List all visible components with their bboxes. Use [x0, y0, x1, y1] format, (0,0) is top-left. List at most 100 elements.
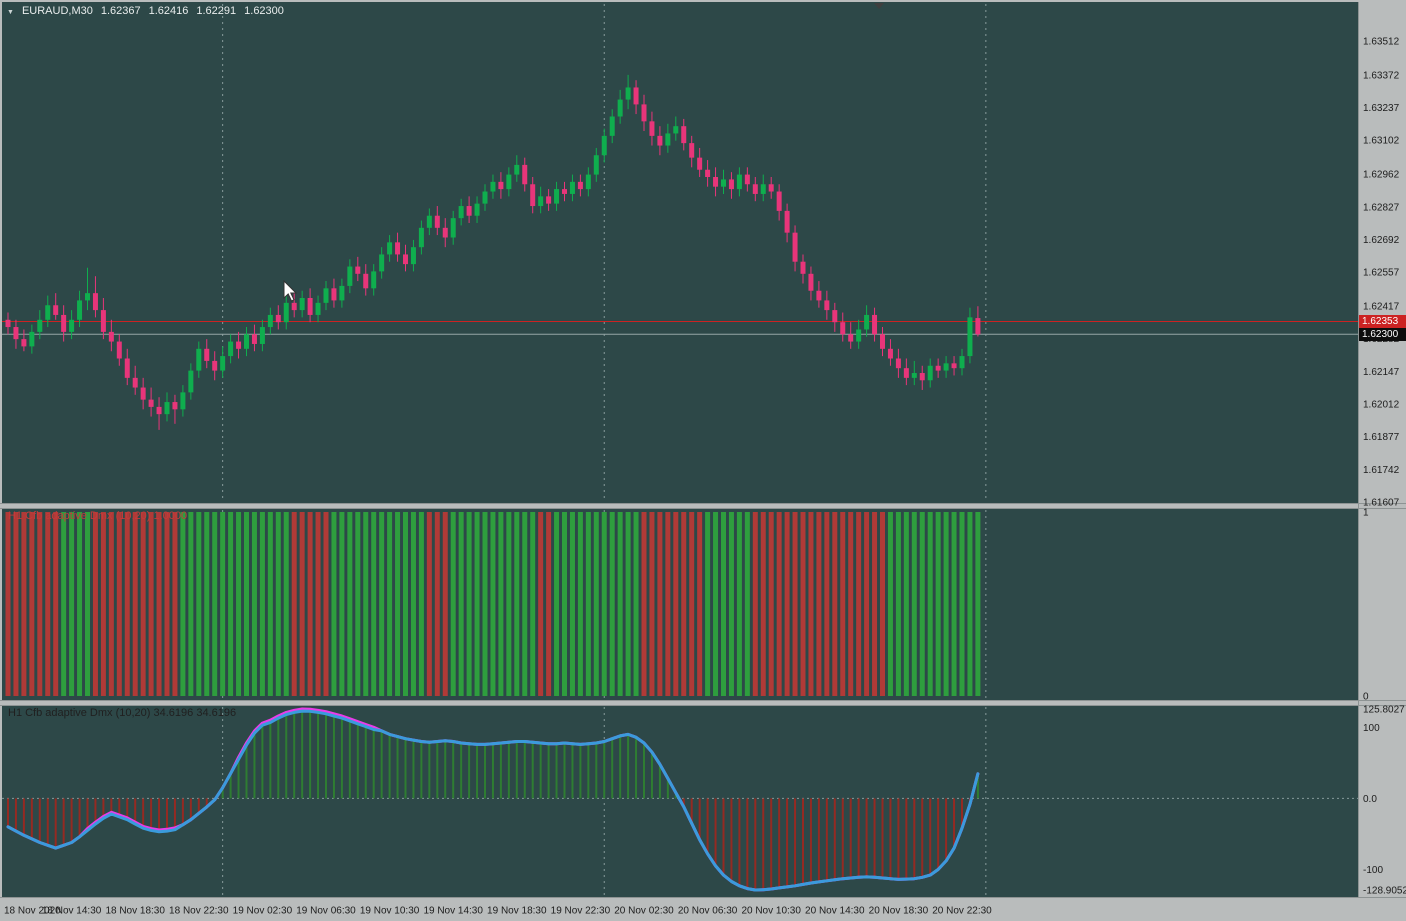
price-axis-label: 1.63372	[1363, 70, 1400, 81]
candle-body	[824, 300, 830, 311]
state-bar	[363, 512, 369, 696]
candle-body	[490, 181, 496, 192]
time-axis-label: 18 Nov 18:30	[105, 906, 165, 917]
candle-body	[689, 143, 695, 158]
candle-body	[577, 181, 583, 190]
state-bar	[864, 512, 870, 696]
candle-body	[554, 189, 560, 204]
ohlc-open: 1.62367	[100, 5, 141, 17]
state-bar	[172, 512, 178, 696]
candle-body	[13, 327, 19, 340]
candle-body	[538, 196, 544, 207]
state-bar	[180, 512, 186, 696]
candle-body	[148, 399, 154, 407]
candle-body	[927, 365, 933, 381]
state-bar	[291, 512, 297, 696]
chart-shift-marker-icon[interactable]	[874, 3, 884, 9]
state-bar	[331, 512, 337, 696]
candle-body	[53, 305, 59, 315]
candle-body	[474, 203, 480, 216]
candle-body	[959, 356, 965, 369]
price-axis-label: 1.63512	[1363, 37, 1400, 48]
time-axis-label: 19 Nov 18:30	[487, 906, 547, 917]
price-axis-label: 1.63237	[1363, 103, 1400, 114]
dmx-state-histogram	[5, 512, 981, 696]
candle-body	[387, 242, 393, 255]
candle-body	[259, 327, 265, 344]
candle-body	[228, 341, 234, 357]
state-bar	[609, 512, 615, 696]
state-bar	[927, 512, 933, 696]
price-axis-label: 1.61607	[1363, 498, 1400, 509]
state-bar	[236, 512, 242, 696]
state-bar	[267, 512, 273, 696]
state-bar	[45, 512, 51, 696]
candle-body	[395, 242, 401, 255]
state-bar	[204, 512, 210, 696]
candle-body	[434, 215, 440, 228]
candle-body	[204, 348, 210, 361]
indicator1-axis-label: 1	[1363, 508, 1369, 519]
candle-body	[697, 157, 703, 170]
state-bar	[728, 512, 734, 696]
state-bar	[872, 512, 878, 696]
candle-body	[442, 227, 448, 238]
state-bar	[665, 512, 671, 696]
state-bar	[466, 512, 472, 696]
state-bar	[196, 512, 202, 696]
candle-body	[307, 297, 313, 315]
candle-body	[736, 174, 742, 190]
state-bar	[53, 512, 59, 696]
state-bar	[164, 512, 170, 696]
price-scale[interactable]: 1.62353 1.62300	[1359, 2, 1406, 897]
indicator1-label: H1 Cfb adaptive Dmx (10,20) 1.0000	[8, 510, 188, 522]
time-axis-label: 19 Nov 14:30	[423, 906, 483, 917]
time-axis-label: 20 Nov 10:30	[741, 906, 801, 917]
candle-body	[323, 288, 329, 303]
candle-body	[903, 368, 909, 378]
candle-body	[21, 339, 27, 347]
candle-body	[919, 373, 925, 381]
time-scale[interactable]	[0, 897, 1406, 921]
state-bar	[633, 512, 639, 696]
candle-body	[379, 254, 385, 272]
candle-body	[514, 164, 520, 175]
state-bar	[657, 512, 663, 696]
symbol-dropdown-arrow-icon[interactable]: ▼	[7, 8, 14, 16]
price-axis-label: 1.61877	[1363, 432, 1400, 443]
candle-body	[864, 314, 870, 330]
candle-body	[172, 402, 178, 410]
candle-body	[911, 373, 917, 378]
state-bar	[442, 512, 448, 696]
candle-body	[426, 215, 432, 228]
candle-body	[418, 227, 424, 248]
state-bar	[108, 512, 114, 696]
candle-body	[267, 314, 273, 328]
candle-body	[108, 331, 114, 342]
candle-body	[188, 370, 194, 393]
state-bar	[371, 512, 377, 696]
candle-body	[466, 206, 472, 216]
candle-body	[967, 317, 973, 357]
state-bar	[808, 512, 814, 696]
state-bar	[77, 512, 83, 696]
candle-body	[450, 218, 456, 238]
price-axis-label: 1.62692	[1363, 235, 1400, 246]
state-bar	[299, 512, 305, 696]
candle-body	[784, 210, 790, 233]
candle-body	[291, 302, 297, 311]
state-bar	[21, 512, 27, 696]
state-bar	[5, 512, 11, 696]
ohlc-high: 1.62416	[148, 5, 189, 17]
state-bar	[418, 512, 424, 696]
candle-body	[951, 363, 957, 369]
state-bar	[562, 512, 567, 696]
candle-body	[705, 169, 711, 178]
candle-body	[164, 402, 170, 415]
candle-body	[848, 334, 854, 342]
candle-body	[315, 302, 321, 315]
state-bar	[275, 512, 281, 696]
candle-body	[657, 135, 663, 146]
state-bar	[434, 512, 440, 696]
